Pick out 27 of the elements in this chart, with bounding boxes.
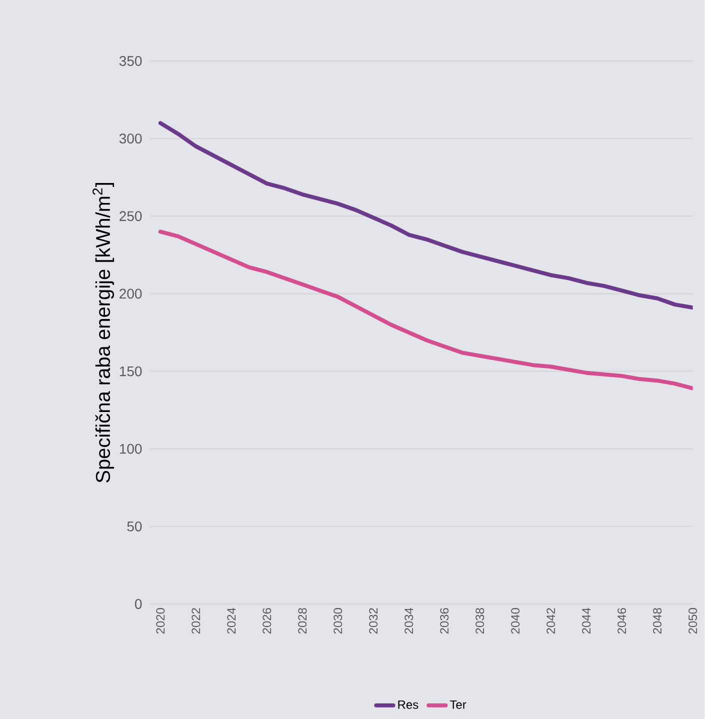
x-tick-label: 2020: [156, 608, 165, 634]
legend-label: Ter: [450, 700, 466, 709]
y-tick-label: 50: [127, 521, 142, 532]
x-tick-label: 2050: [688, 608, 698, 634]
y-tick-label: 350: [120, 56, 142, 66]
y-tick-label: 200: [120, 288, 142, 299]
y-tick-label: 0: [135, 599, 142, 609]
legend-label: Res: [398, 700, 418, 709]
y-axis-title: Specifična raba energije [kWh/m$^{2}$]: [92, 183, 114, 482]
x-tick-label: 2026: [262, 608, 272, 634]
x-tick-label: 2040: [511, 608, 520, 634]
x-tick-label: 2042: [546, 608, 556, 634]
y-tick-label: 150: [120, 366, 142, 376]
x-tick-label: 2036: [440, 608, 449, 634]
x-tick-label: 2034: [404, 608, 414, 634]
x-tick-label: 2044: [582, 608, 591, 634]
y-tick-label: 250: [120, 211, 142, 222]
x-tick-label: 2038: [476, 608, 484, 634]
x-tick-label: 2028: [298, 608, 307, 634]
x-tick-label: 2022: [192, 608, 200, 634]
x-tick-label: 2024: [227, 608, 236, 634]
y-tick-label: 100: [120, 444, 142, 454]
x-tick-label: 2046: [618, 608, 626, 634]
x-tick-label: 2048: [653, 608, 662, 634]
x-tick-label: 2030: [334, 608, 342, 634]
x-tick-label: 2032: [369, 608, 378, 634]
y-tick-label: 300: [120, 134, 142, 144]
